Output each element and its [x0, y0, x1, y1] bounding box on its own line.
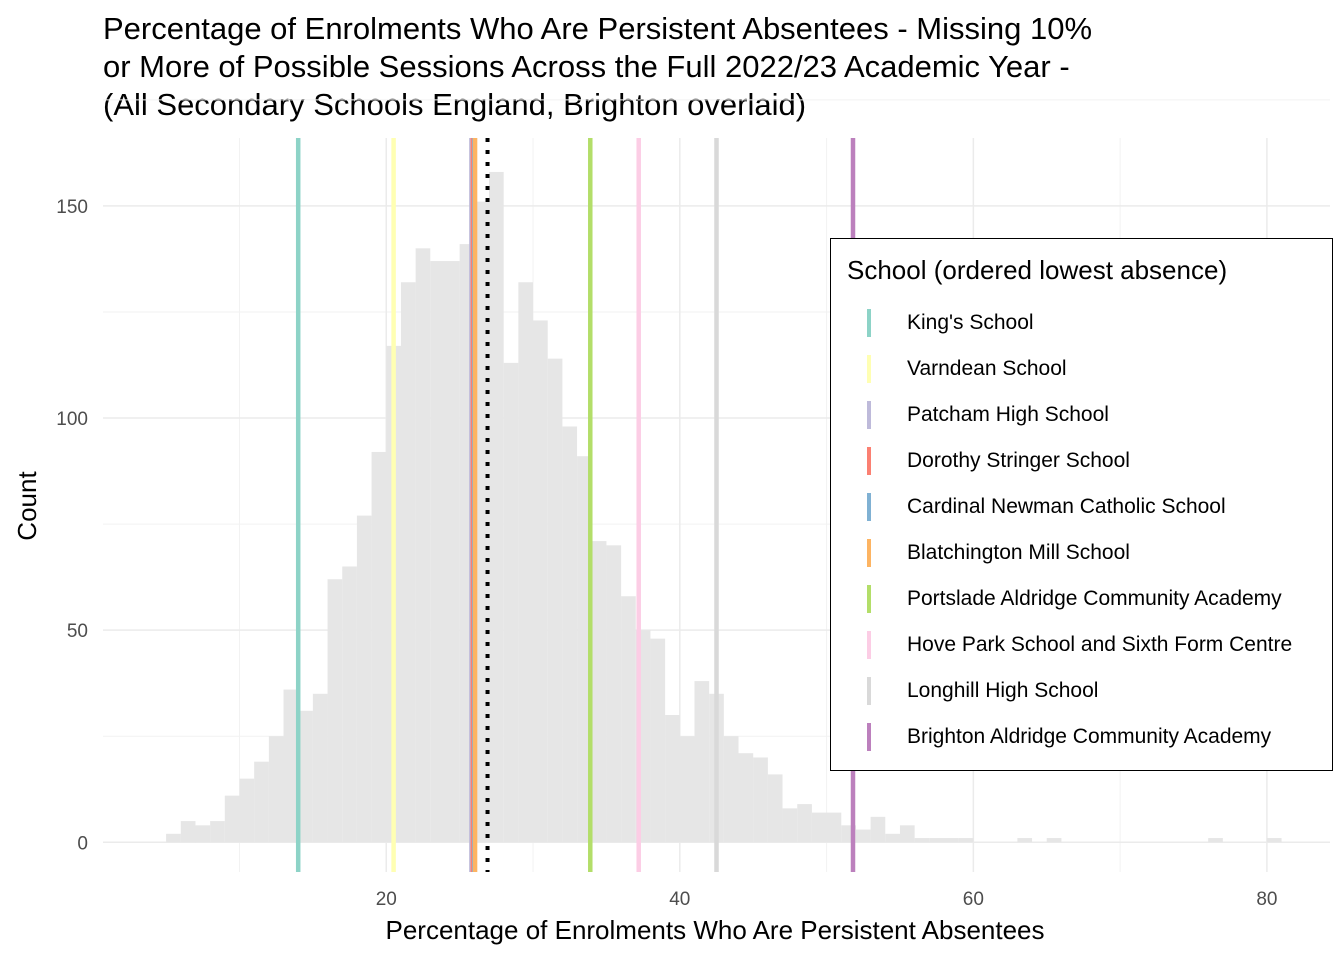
histogram-bar [826, 812, 842, 843]
legend-label: Portslade Aldridge Community Academy [907, 587, 1282, 610]
legend-item: Longhill High School [831, 677, 1332, 723]
legend-label: Blatchington Mill School [907, 541, 1130, 564]
histogram-bar [312, 693, 328, 843]
histogram-bar [474, 201, 490, 843]
histogram-bar [929, 838, 944, 843]
histogram-bar [958, 838, 974, 843]
y-tick-label: 50 [67, 621, 88, 642]
legend-label: King's School [907, 311, 1034, 334]
x-tick-label: 60 [963, 889, 984, 910]
legend-label: Longhill High School [907, 679, 1099, 702]
histogram-bar [870, 816, 886, 843]
histogram-bar [195, 825, 211, 843]
legend: School (ordered lowest absence) King's S… [830, 238, 1333, 771]
legend-key [867, 447, 871, 475]
y-tick-label: 150 [56, 197, 88, 218]
legend-key [867, 585, 871, 613]
histogram-bar [342, 566, 357, 843]
legend-key [867, 677, 871, 705]
legend-item: Portslade Aldridge Community Academy [831, 585, 1332, 631]
legend-key [867, 631, 871, 659]
y-tick-label: 0 [77, 833, 88, 854]
histogram-bar [650, 638, 666, 843]
histogram-bar [415, 248, 431, 843]
legend-item: Dorothy Stringer School [831, 447, 1332, 493]
y-tick-label: 100 [56, 409, 88, 430]
histogram-bar [327, 579, 343, 843]
histogram-bar [166, 833, 181, 843]
histogram-bar [1208, 838, 1223, 843]
histogram-bar [606, 545, 622, 843]
histogram-bar [679, 736, 695, 843]
histogram-bar [767, 774, 783, 843]
histogram-bar [694, 681, 710, 843]
histogram-bar [444, 261, 460, 843]
histogram-bar [591, 541, 607, 843]
x-tick-label: 20 [376, 889, 397, 910]
histogram-bar [855, 829, 871, 843]
x-tick-label: 80 [1256, 889, 1277, 910]
legend-label: Hove Park School and Sixth Form Centre [907, 633, 1293, 656]
legend-label: Patcham High School [907, 403, 1109, 426]
histogram-bar [268, 736, 284, 843]
legend-item: Blatchington Mill School [831, 539, 1332, 585]
y-axis-title: Count [12, 471, 42, 541]
histogram-bar [518, 282, 534, 843]
histogram-bar [562, 426, 578, 843]
histogram-bar [753, 757, 768, 843]
histogram-bar [224, 795, 240, 843]
histogram-bar [1266, 838, 1282, 843]
histogram-bar [738, 753, 754, 843]
legend-item: Varndean School [831, 355, 1332, 401]
histogram-bar [797, 804, 812, 843]
legend-item: Cardinal Newman Catholic School [831, 493, 1332, 539]
histogram-bar [298, 710, 313, 843]
chart-title: Percentage of Enrolments Who Are Persist… [103, 11, 1093, 122]
histogram-bar [430, 261, 445, 843]
legend-item: Patcham High School [831, 401, 1332, 447]
legend-label: Varndean School [907, 357, 1067, 380]
legend-item: Hove Park School and Sixth Form Centre [831, 631, 1332, 677]
histogram-bar [356, 515, 372, 843]
legend-label: Cardinal Newman Catholic School [907, 495, 1226, 518]
legend-key [867, 401, 871, 429]
legend-label: Dorothy Stringer School [907, 449, 1130, 472]
histogram-bar [1017, 838, 1033, 843]
histogram-bar [503, 362, 519, 843]
legend-item: Brighton Aldridge Community Academy [831, 723, 1332, 769]
legend-key [867, 355, 871, 383]
legend-key [867, 723, 871, 751]
histogram-bar [899, 825, 915, 843]
legend-title: School (ordered lowest absence) [847, 255, 1228, 285]
histogram-bar [283, 689, 299, 843]
legend-label: Brighton Aldridge Community Academy [907, 725, 1272, 748]
x-tick-label: 40 [669, 889, 690, 910]
histogram-bar [723, 736, 739, 843]
histogram-bar [885, 833, 900, 843]
histogram-bar [254, 761, 269, 843]
histogram-bar [943, 838, 959, 843]
tick-labels: 20 40 60 80 0 50 100 150 [56, 197, 1277, 910]
histogram-bar [782, 808, 798, 843]
histogram-bar [621, 596, 636, 843]
histogram-bar [914, 838, 930, 843]
histogram-bar [489, 171, 504, 843]
histogram-bar [1046, 838, 1062, 843]
legend-item: King's School [831, 309, 1332, 355]
histogram-bar [371, 451, 387, 843]
histogram-bar [210, 821, 225, 843]
histogram-bar [400, 282, 416, 843]
legend-key [867, 309, 871, 337]
legend-key [867, 539, 871, 567]
histogram-bar [665, 715, 680, 843]
x-axis-title: Percentage of Enrolments Who Are Persist… [385, 915, 1044, 945]
legend-key [867, 493, 871, 521]
histogram-bar [239, 778, 255, 843]
histogram-bar [547, 358, 563, 843]
histogram-bar [180, 821, 196, 843]
histogram-bar [811, 812, 827, 843]
histogram-bar [533, 320, 548, 843]
